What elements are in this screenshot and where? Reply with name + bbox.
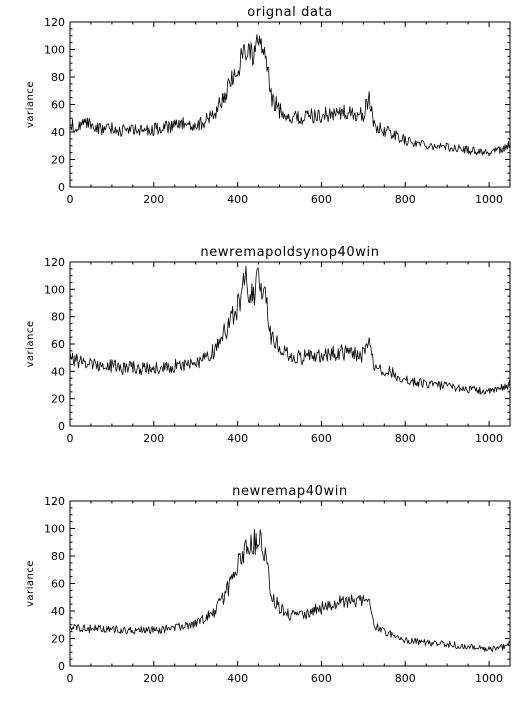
y-tick-label: 100 [44,44,65,57]
x-tick-label: 1000 [475,432,503,445]
y-tick-label: 100 [44,283,65,296]
y-tick-label: 20 [51,633,65,646]
plot-frame [69,21,511,188]
series-line [69,265,511,395]
x-tick-label: 600 [311,193,332,206]
series-line [69,529,511,653]
plot-frame [69,261,511,427]
x-tick-label: 400 [227,432,248,445]
x-tick-label: 600 [311,672,332,685]
x-tick-label: 200 [143,672,164,685]
y-tick-label: 60 [51,338,65,351]
plot-frame [69,500,511,667]
x-tick-label: 0 [67,432,74,445]
x-tick-label: 800 [395,672,416,685]
x-tick-label: 200 [143,432,164,445]
y-tick-label: 80 [51,71,65,84]
y-tick-label: 20 [51,393,65,406]
chart-panel-1: orignal data variance 0 20 40 60 80 100 120 0 200 4… [25,5,511,206]
chart-title: orignal data [247,5,333,20]
y-axis-label: variance [25,320,36,367]
chart-title: newremap40win [232,484,348,499]
x-tick-label: 400 [227,193,248,206]
y-tick-label: 0 [58,660,65,673]
y-tick-label: 100 [44,523,65,536]
y-tick-label: 120 [44,495,65,508]
x-tick-label: 800 [395,432,416,445]
y-tick-label: 80 [51,550,65,563]
x-tick-label: 1000 [475,672,503,685]
chart-panel-3: newremap40win variance 0 20 40 60 80 100 120 0 200… [25,484,511,685]
y-tick-label: 60 [51,578,65,591]
x-tick-label: 400 [227,672,248,685]
y-axis-label: variance [25,81,36,128]
y-tick-label: 40 [51,126,65,139]
y-tick-label: 40 [51,365,65,378]
y-tick-label: 120 [44,16,65,29]
y-tick-label: 20 [51,154,65,167]
y-tick-label: 0 [58,420,65,433]
series-line [69,34,511,157]
x-tick-label: 1000 [475,193,503,206]
x-tick-label: 0 [67,193,74,206]
y-axis-label: variance [25,560,36,607]
y-tick-label: 60 [51,99,65,112]
chart-panel-2: newremapoldsynop40win variance 0 20 40 60 80 10… [25,245,511,445]
x-tick-label: 0 [67,672,74,685]
y-tick-label: 0 [58,181,65,194]
y-tick-label: 40 [51,605,65,618]
y-tick-label: 120 [44,256,65,269]
y-tick-label: 80 [51,311,65,324]
x-tick-label: 200 [143,193,164,206]
x-tick-label: 800 [395,193,416,206]
chart-title: newremapoldsynop40win [200,245,379,260]
x-tick-label: 600 [311,432,332,445]
